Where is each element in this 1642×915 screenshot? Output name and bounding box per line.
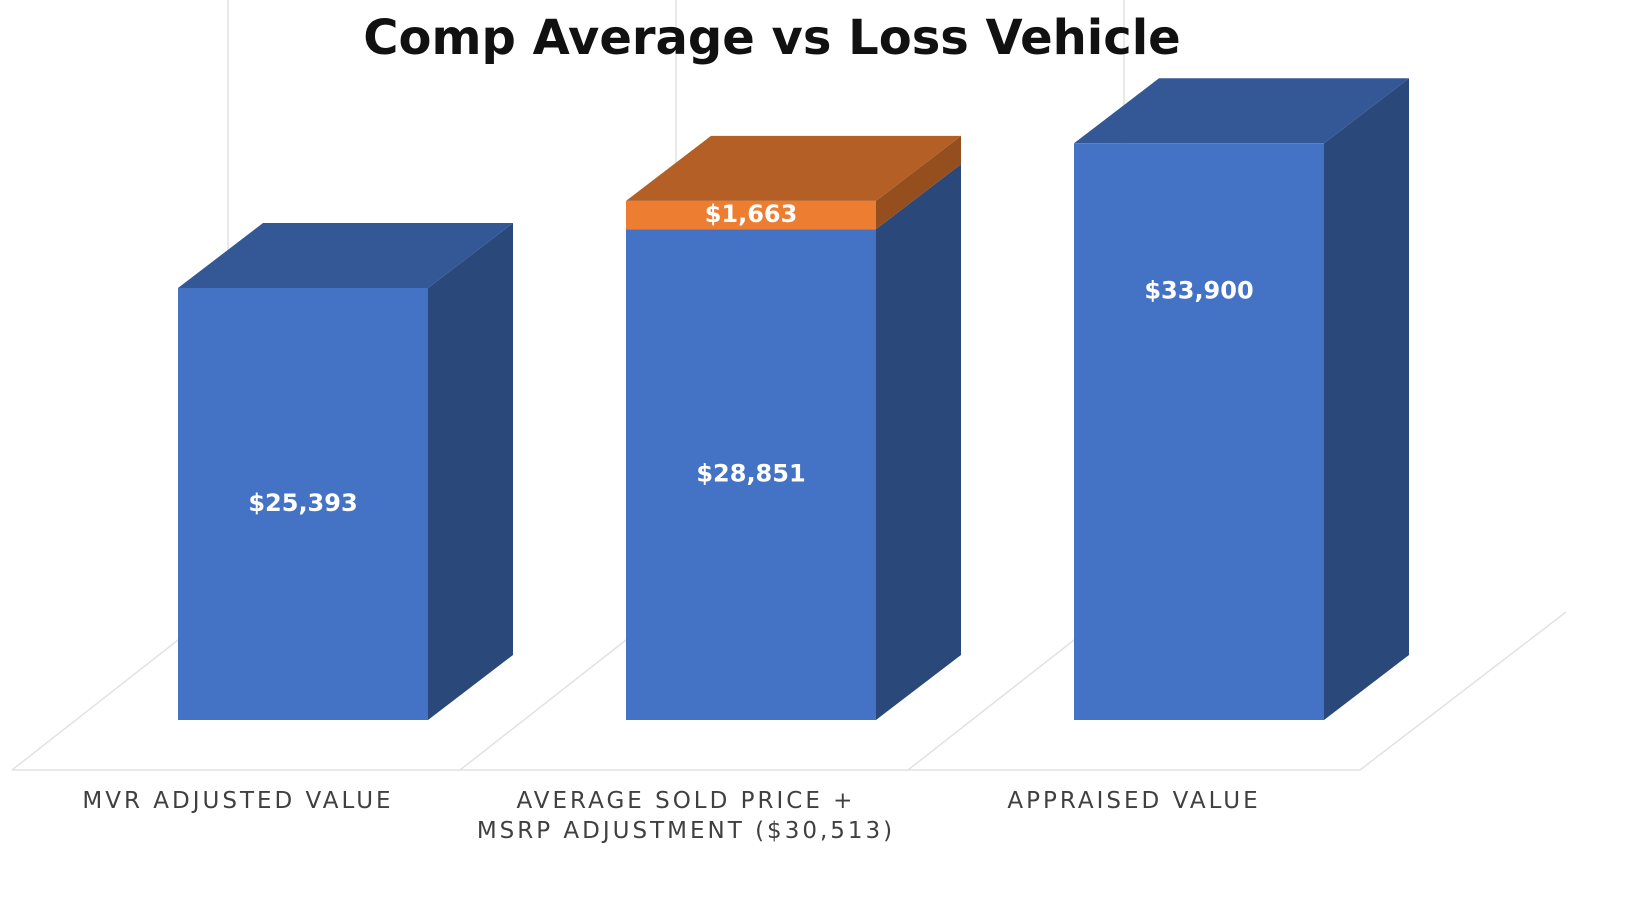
data-label: $25,393: [248, 489, 357, 517]
data-label: $1,663: [705, 200, 798, 228]
bar-side: [876, 164, 961, 721]
data-label: $33,900: [1144, 277, 1253, 305]
bar-side: [876, 135, 961, 230]
x-tick-label: MVR ADJUSTED VALUE: [82, 788, 394, 814]
bar: [626, 200, 876, 230]
x-tick-label: AVERAGE SOLD PRICE + MSRP ADJUSTMENT ($3…: [476, 788, 896, 844]
bar: [1074, 143, 1324, 720]
bar-top: [626, 135, 961, 201]
data-label: $28,851: [696, 460, 805, 488]
bar-side: [1324, 78, 1409, 720]
x-tick-label: APPRAISED VALUE: [1007, 788, 1261, 814]
bar-top: [178, 223, 513, 289]
bar: [626, 229, 876, 721]
bar-top: [1074, 78, 1409, 144]
bar-side: [428, 223, 513, 720]
bar: [178, 288, 428, 720]
chart-title: Comp Average vs Loss Vehicle: [363, 10, 1180, 66]
